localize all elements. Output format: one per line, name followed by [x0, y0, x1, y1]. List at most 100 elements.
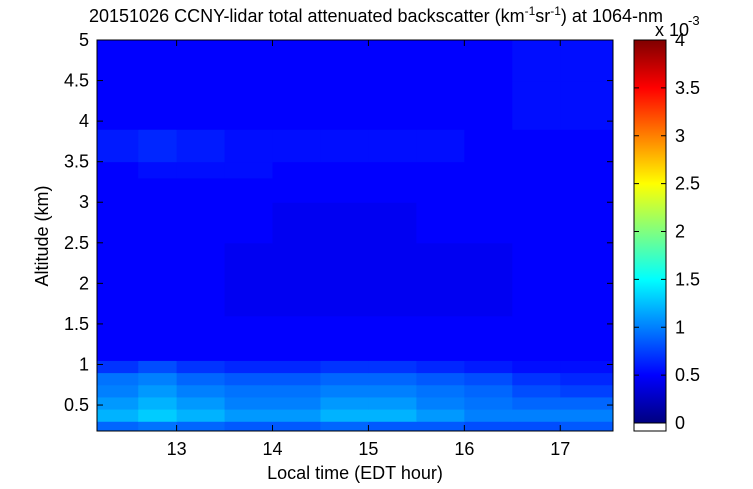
heatmap-cell — [97, 372, 139, 386]
heatmap-cell — [512, 409, 561, 422]
heatmap-cell — [368, 80, 417, 130]
heatmap-cell — [368, 340, 417, 361]
heatmap-cell — [224, 315, 274, 341]
colorbar-tick-label: 1.5 — [675, 269, 700, 289]
heatmap-cell — [464, 409, 513, 422]
heatmap-cell — [272, 360, 321, 374]
heatmap-cell — [138, 80, 178, 130]
heatmap-cell — [320, 177, 369, 203]
heatmap-cell — [138, 360, 178, 374]
heatmap-cell — [512, 161, 561, 179]
heatmap-cell — [320, 421, 369, 432]
heatmap-cell — [368, 372, 417, 386]
heatmap-cell — [224, 177, 274, 203]
colorbar-tick-label: 2.5 — [675, 174, 700, 194]
y-tick-label: 4.5 — [64, 71, 89, 91]
title-text: sr — [535, 6, 550, 26]
heatmap-cell — [176, 177, 226, 203]
x-tick-label: 15 — [358, 439, 378, 459]
heatmap-cell — [368, 360, 417, 374]
colorbar-exponent-base: x 10 — [655, 20, 689, 40]
heatmap-cell — [320, 283, 369, 317]
heatmap-cell — [224, 384, 274, 398]
heatmap-cell — [320, 161, 369, 179]
heatmap-cell — [224, 340, 274, 361]
heatmap-cell — [464, 360, 513, 374]
colorbar-tick-label: 4 — [675, 30, 685, 50]
heatmap-cell — [176, 80, 226, 130]
heatmap-cell — [512, 360, 561, 374]
heatmap-cell — [560, 161, 614, 179]
heatmap-cell — [464, 40, 513, 82]
heatmap-cell — [512, 202, 561, 244]
heatmap-cell — [320, 409, 369, 422]
colorbar-exponent: -3 — [688, 13, 700, 28]
heatmap-cell — [320, 40, 369, 82]
heatmap-cell — [272, 421, 321, 432]
y-tick-label: 1 — [79, 354, 89, 374]
heatmap-cell — [512, 396, 561, 410]
heatmap-cell — [320, 129, 369, 163]
heatmap-cell — [272, 384, 321, 398]
heatmap-cell — [272, 40, 321, 82]
heatmap-cell — [176, 360, 226, 374]
heatmap-cell — [176, 315, 226, 341]
colorbar-blank — [633, 422, 667, 432]
chart-title: 20151026 CCNY-lidar total attenuated bac… — [89, 4, 663, 26]
heatmap-cell — [138, 202, 178, 244]
heatmap-cell — [176, 202, 226, 244]
heatmap-cell — [176, 421, 226, 432]
heatmap-cell — [224, 40, 274, 82]
heatmap-cell — [368, 242, 417, 284]
heatmap-cell — [512, 315, 561, 341]
heatmap-cell — [176, 396, 226, 410]
heatmap-cell — [464, 315, 513, 341]
heatmap-cell — [464, 372, 513, 386]
heatmap-cell — [416, 283, 465, 317]
heatmap-cell — [138, 161, 178, 179]
heatmap-cell — [320, 242, 369, 284]
heatmap-cell — [464, 242, 513, 284]
heatmap-cell — [97, 80, 139, 130]
heatmap-cell — [138, 340, 178, 361]
heatmap-cell — [272, 283, 321, 317]
heatmap-cell — [560, 421, 614, 432]
heatmap-cell — [138, 283, 178, 317]
heatmap-cell — [416, 161, 465, 179]
heatmap-cell — [464, 80, 513, 130]
y-tick-label: 3.5 — [64, 152, 89, 172]
heatmap-cell — [320, 396, 369, 410]
colorbar-tick-label: 3.5 — [675, 78, 700, 98]
heatmap-cell — [560, 177, 614, 203]
y-axis-label: Altitude (km) — [32, 185, 52, 286]
heatmap-cell — [138, 40, 178, 82]
heatmap-cell — [512, 384, 561, 398]
heatmap-cell — [97, 396, 139, 410]
heatmap-cell — [512, 80, 561, 130]
heatmap-cell — [138, 129, 178, 163]
title-superscript: -1 — [525, 4, 536, 18]
heatmap-cell — [272, 202, 321, 244]
heatmap-cell — [560, 360, 614, 374]
heatmap-cell — [464, 129, 513, 163]
heatmap-cell — [176, 409, 226, 422]
heatmap-cell — [272, 396, 321, 410]
heatmap-cell — [224, 372, 274, 386]
heatmap-cell — [97, 40, 139, 82]
plot-frame — [96, 39, 614, 432]
heatmap-cell — [138, 372, 178, 386]
heatmap-cell — [368, 409, 417, 422]
heatmap-cell — [272, 409, 321, 422]
heatmap-cell — [560, 283, 614, 317]
heatmap-cell — [138, 396, 178, 410]
heatmap-cell — [176, 340, 226, 361]
heatmap-cell — [368, 396, 417, 410]
heatmap-cell — [512, 40, 561, 82]
heatmap-cell — [176, 372, 226, 386]
heatmap-cell — [416, 177, 465, 203]
heatmap-cell — [560, 129, 614, 163]
heatmap-cell — [560, 80, 614, 130]
heatmap-cell — [320, 340, 369, 361]
heatmap-cell — [320, 360, 369, 374]
